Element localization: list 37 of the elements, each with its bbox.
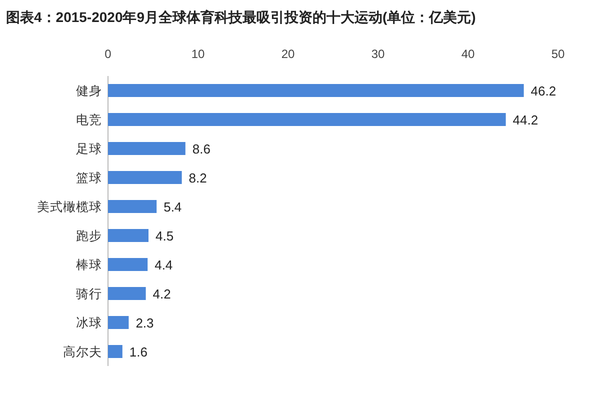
chart-title: 图表4：2015-2020年9月全球体育科技最吸引投资的十大运动(单位：亿美元) [6, 9, 476, 25]
bar [108, 229, 148, 242]
x-tick-label: 40 [461, 47, 475, 61]
data-label: 5.4 [164, 200, 182, 214]
bar [108, 258, 148, 271]
y-tick-label: 电竞 [76, 113, 102, 127]
data-label: 8.6 [192, 142, 210, 156]
bar [108, 200, 157, 213]
data-label: 4.4 [154, 258, 173, 272]
data-label: 2.3 [136, 316, 154, 330]
y-tick-label: 高尔夫 [63, 344, 102, 359]
y-tick-label: 健身 [76, 84, 102, 98]
y-tick-label: 骑行 [76, 287, 102, 301]
x-tick-label: 50 [551, 47, 565, 61]
x-tick-label: 30 [371, 47, 385, 61]
data-label: 4.5 [156, 228, 174, 244]
y-tick-label: 篮球 [76, 171, 102, 185]
x-tick-label: 0 [104, 47, 112, 61]
bar [108, 345, 122, 358]
bar [108, 142, 186, 155]
bar [108, 316, 129, 329]
y-tick-label: 冰球 [76, 316, 102, 330]
x-tick-label: 20 [281, 47, 295, 61]
data-label: 46.2 [530, 84, 556, 98]
data-label: 8.2 [188, 170, 207, 186]
x-tick-label: 10 [191, 47, 205, 61]
bar [108, 113, 506, 126]
y-tick-label: 跑步 [76, 229, 102, 243]
y-tick-label: 棒球 [76, 258, 102, 272]
data-label: 4.2 [152, 286, 171, 302]
y-tick-label: 足球 [76, 142, 102, 156]
bar [108, 287, 146, 300]
bar [108, 84, 524, 97]
y-tick-label: 美式橄榄球 [37, 199, 102, 214]
data-label: 44.2 [512, 112, 538, 128]
data-label: 1.6 [129, 344, 148, 360]
bar [108, 171, 182, 184]
